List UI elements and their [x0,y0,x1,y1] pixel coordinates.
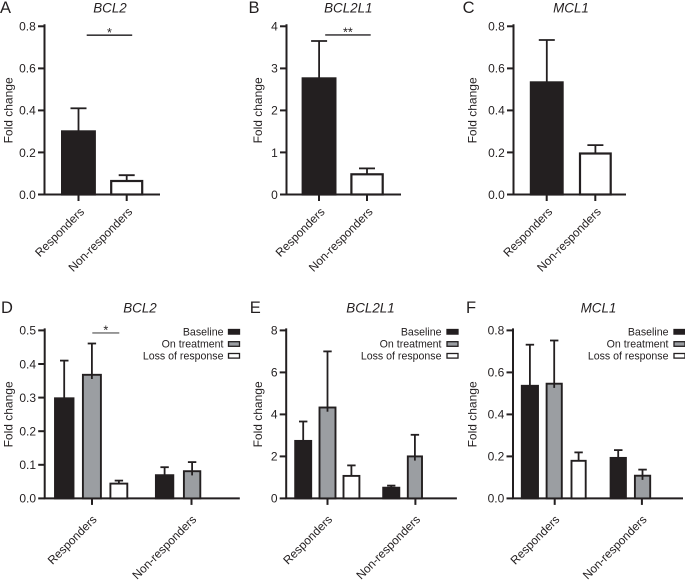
svg-text:*: * [103,324,108,338]
svg-text:0.8: 0.8 [488,324,505,338]
svg-text:Fold change: Fold change [466,381,480,447]
svg-text:0.8: 0.8 [488,20,505,34]
svg-text:8: 8 [271,324,278,338]
svg-text:Fold change: Fold change [466,77,480,143]
svg-text:0: 0 [271,188,278,202]
svg-text:BCL2: BCL2 [93,1,127,16]
svg-text:Loss of response: Loss of response [143,351,224,363]
svg-text:On treatment: On treatment [380,339,442,351]
svg-text:0.0: 0.0 [488,492,505,506]
svg-text:0.4: 0.4 [19,104,36,118]
svg-text:MCL1: MCL1 [581,301,617,316]
svg-text:BCL2L1: BCL2L1 [346,301,394,316]
svg-text:0: 0 [271,492,278,506]
svg-text:0.6: 0.6 [19,62,36,76]
svg-text:C: C [463,0,475,17]
svg-text:D: D [1,299,13,317]
svg-text:On treatment: On treatment [162,339,224,351]
svg-text:E: E [250,299,261,317]
svg-text:Loss of response: Loss of response [588,351,669,363]
svg-text:A: A [0,0,11,17]
svg-text:3: 3 [271,62,278,76]
svg-text:Fold change: Fold change [251,381,265,447]
svg-text:Fold change: Fold change [1,77,15,143]
svg-text:0.2: 0.2 [488,146,505,160]
svg-text:0.5: 0.5 [19,324,36,338]
svg-text:Fold change: Fold change [1,381,15,447]
svg-text:Fold change: Fold change [251,77,265,143]
svg-text:0.4: 0.4 [488,408,505,422]
svg-text:Baseline: Baseline [401,327,442,339]
svg-text:BCL2: BCL2 [123,301,157,316]
svg-text:0.2: 0.2 [488,450,505,464]
svg-text:0.1: 0.1 [19,458,36,472]
svg-text:B: B [249,0,260,17]
svg-text:4: 4 [271,408,278,422]
svg-text:Baseline: Baseline [628,327,669,339]
svg-text:0.0: 0.0 [19,188,36,202]
svg-text:Baseline: Baseline [183,327,224,339]
svg-text:0.0: 0.0 [19,492,36,506]
svg-text:*: * [107,26,112,40]
svg-text:0.2: 0.2 [19,425,36,439]
svg-text:BCL2L1: BCL2L1 [324,1,372,16]
svg-text:2: 2 [271,450,278,464]
svg-text:1: 1 [271,146,278,160]
svg-text:**: ** [343,26,353,40]
svg-text:0.4: 0.4 [19,357,36,371]
svg-text:0.4: 0.4 [488,104,505,118]
svg-text:0.6: 0.6 [488,366,505,380]
svg-text:MCL1: MCL1 [553,1,589,16]
svg-text:4: 4 [271,20,278,34]
svg-text:Loss of response: Loss of response [361,351,442,363]
svg-text:On treatment: On treatment [607,339,669,351]
svg-text:F: F [466,299,476,317]
svg-text:0.0: 0.0 [488,188,505,202]
svg-text:0.6: 0.6 [488,62,505,76]
svg-text:2: 2 [271,104,278,118]
svg-text:0.8: 0.8 [19,20,36,34]
svg-text:0.3: 0.3 [19,391,36,405]
svg-text:6: 6 [271,366,278,380]
svg-text:0.2: 0.2 [19,146,36,160]
